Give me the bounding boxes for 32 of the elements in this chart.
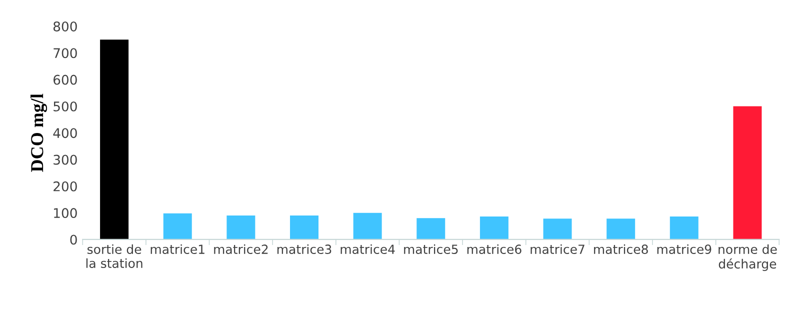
y-tick-label: 400 xyxy=(53,128,77,138)
x-tick-label: matrice8 xyxy=(594,244,648,254)
bar xyxy=(353,212,382,240)
x-tick-label: matrice2 xyxy=(214,244,268,254)
bar xyxy=(480,216,508,240)
x-tick-label: matrice5 xyxy=(404,244,458,254)
bar xyxy=(606,218,636,240)
bar xyxy=(290,215,318,240)
y-tick-label: 200 xyxy=(54,181,77,192)
bar xyxy=(543,218,572,240)
bar xyxy=(733,106,762,240)
bar xyxy=(100,40,129,240)
x-tick-label: matrice3 xyxy=(277,244,332,254)
bar xyxy=(163,213,192,240)
x-tick-label: matrice4 xyxy=(340,244,395,254)
y-tick-label: 700 xyxy=(54,48,77,58)
y-tick-label: 800 xyxy=(53,21,77,32)
y-tick-label: 100 xyxy=(54,208,77,218)
x-tick-label: matrice7 xyxy=(530,244,584,254)
y-tick-label: 600 xyxy=(54,74,77,85)
y-tick-label: 0 xyxy=(70,234,77,245)
x-tick-label: matrice1 xyxy=(150,244,204,254)
y-tick-label: 300 xyxy=(54,154,77,165)
x-tick-label: sortie de la station xyxy=(86,244,142,268)
bar xyxy=(670,216,698,240)
y-axis-title: DCO mg/l xyxy=(30,94,48,172)
y-tick-label: 500 xyxy=(54,101,77,112)
x-tick-label: matrice9 xyxy=(657,244,712,254)
bar xyxy=(416,218,446,240)
x-tick-label: norme de décharge xyxy=(718,244,777,272)
bar xyxy=(226,215,256,240)
x-tick-label: matrice6 xyxy=(467,244,522,254)
